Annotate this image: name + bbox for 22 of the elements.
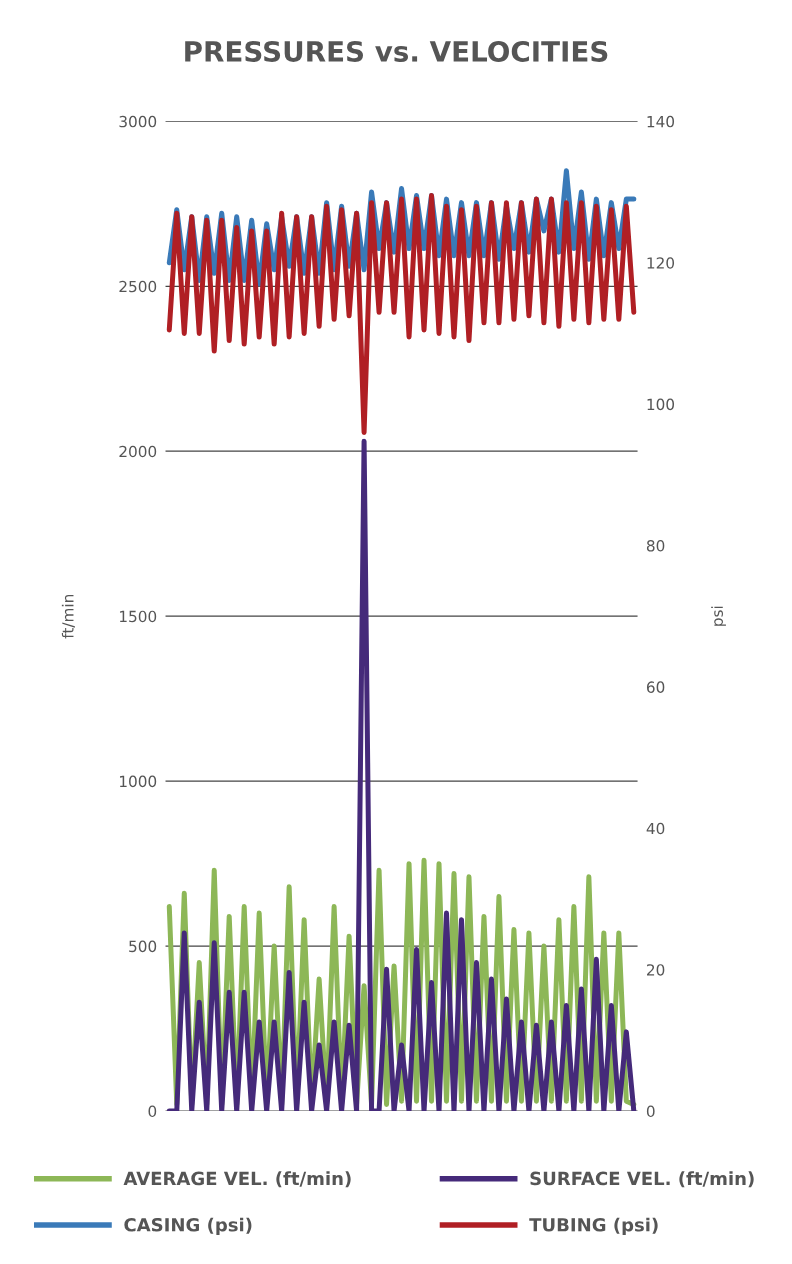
y2-tick-label: 0 <box>646 1105 655 1118</box>
legend-label: TUBING (psi) <box>529 1217 658 1236</box>
legend-label: SURFACE VEL. (ft/min) <box>530 1171 754 1188</box>
y2-tick-label: 20 <box>647 964 665 976</box>
y-tick-label: 2000 <box>119 445 157 458</box>
y-tick-label: 1500 <box>119 610 157 623</box>
y-axis-title: ft/min <box>61 594 75 639</box>
y2-axis-title: psi <box>711 606 726 626</box>
y-tick-label: 0 <box>148 1105 157 1118</box>
y2-tick-label: 100 <box>647 398 675 411</box>
y2-tick-label: 120 <box>647 257 675 269</box>
y2-tick-label: 80 <box>646 539 665 552</box>
y-tick-label: 2500 <box>119 280 157 293</box>
y-tick-label: 1000 <box>119 775 157 788</box>
y-tick-label: 500 <box>129 940 157 953</box>
y2-tick-label: 40 <box>646 822 665 835</box>
y-tick-label: 3000 <box>119 115 157 128</box>
y2-tick-label: 60 <box>646 681 665 693</box>
legend-label: CASING (psi) <box>124 1217 252 1236</box>
legend-label: AVERAGE VEL. (ft/min) <box>123 1171 351 1188</box>
y2-tick-label: 140 <box>647 115 675 128</box>
chart-title: PRESSURES vs. VELOCITIES <box>185 40 608 62</box>
